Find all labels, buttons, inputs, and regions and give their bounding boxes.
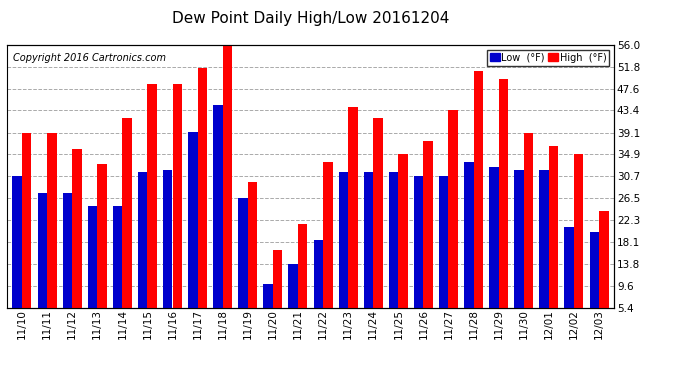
Text: Dew Point Daily High/Low 20161204: Dew Point Daily High/Low 20161204: [172, 11, 449, 26]
Bar: [148, 84, 157, 308]
Bar: [323, 162, 333, 308]
Bar: [439, 176, 449, 308]
Bar: [464, 162, 473, 308]
Legend: Low  (°F), High  (°F): Low (°F), High (°F): [487, 50, 609, 66]
Bar: [213, 105, 223, 308]
Bar: [22, 133, 32, 308]
Bar: [197, 68, 207, 308]
Bar: [122, 118, 132, 308]
Bar: [188, 132, 197, 308]
Bar: [264, 284, 273, 308]
Bar: [473, 71, 483, 308]
Bar: [398, 154, 408, 308]
Bar: [424, 141, 433, 308]
Bar: [313, 240, 323, 308]
Bar: [388, 172, 398, 308]
Bar: [238, 198, 248, 308]
Bar: [524, 133, 533, 308]
Bar: [72, 149, 81, 308]
Bar: [540, 170, 549, 308]
Bar: [288, 264, 298, 308]
Bar: [12, 176, 22, 308]
Bar: [448, 110, 458, 308]
Bar: [514, 170, 524, 308]
Bar: [549, 146, 558, 308]
Bar: [489, 167, 499, 308]
Bar: [138, 172, 148, 308]
Bar: [63, 193, 72, 308]
Bar: [37, 193, 47, 308]
Bar: [499, 79, 509, 308]
Text: Copyright 2016 Cartronics.com: Copyright 2016 Cartronics.com: [13, 53, 166, 63]
Bar: [414, 176, 424, 308]
Bar: [599, 211, 609, 308]
Bar: [112, 206, 122, 308]
Bar: [298, 224, 308, 308]
Bar: [589, 232, 599, 308]
Bar: [564, 226, 574, 308]
Bar: [223, 45, 233, 308]
Bar: [88, 206, 97, 308]
Bar: [339, 172, 348, 308]
Bar: [348, 107, 357, 308]
Bar: [47, 133, 57, 308]
Bar: [373, 118, 383, 308]
Bar: [172, 84, 182, 308]
Bar: [574, 154, 584, 308]
Bar: [163, 170, 172, 308]
Bar: [364, 172, 373, 308]
Bar: [97, 164, 107, 308]
Bar: [273, 250, 282, 308]
Bar: [248, 183, 257, 308]
